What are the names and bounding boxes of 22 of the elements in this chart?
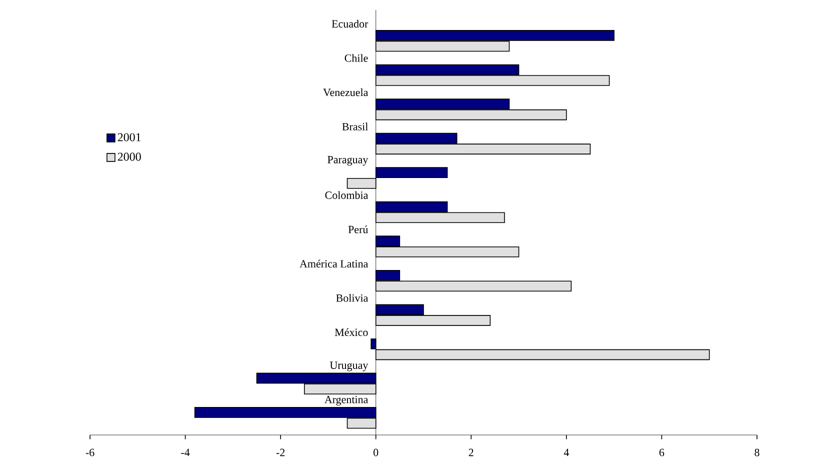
y-tick-label: Colombia	[325, 191, 368, 199]
y-tick-label: Brasil	[342, 122, 368, 130]
y-tick-label: Paraguay	[328, 156, 368, 166]
legend-label: 2000	[118, 152, 141, 161]
y-tick-label: Venezuela	[323, 88, 368, 96]
x-tick-label: -4	[181, 448, 190, 456]
legend-label: 2001	[118, 133, 141, 142]
x-tick-label: -2	[276, 448, 285, 456]
y-tick-label: Ecuador	[332, 20, 368, 28]
y-tick-label: Bolivia	[336, 294, 368, 302]
y-tick-label: Perú	[348, 225, 368, 234]
x-tick-label: 2	[468, 448, 474, 456]
y-tick-label: Argentina	[324, 396, 368, 406]
x-tick-label: 0	[374, 448, 378, 456]
x-tick-label: 8	[754, 448, 760, 456]
y-tick-label: América Latina	[300, 260, 368, 268]
y-tick-label: México	[334, 328, 368, 336]
x-tick-label: 6	[659, 448, 664, 456]
y-tick-label: Chile	[344, 54, 368, 62]
y-tick-label: Uruguay	[330, 362, 368, 372]
x-tick-label: 4	[564, 448, 570, 456]
x-tick-label: -6	[86, 448, 94, 456]
